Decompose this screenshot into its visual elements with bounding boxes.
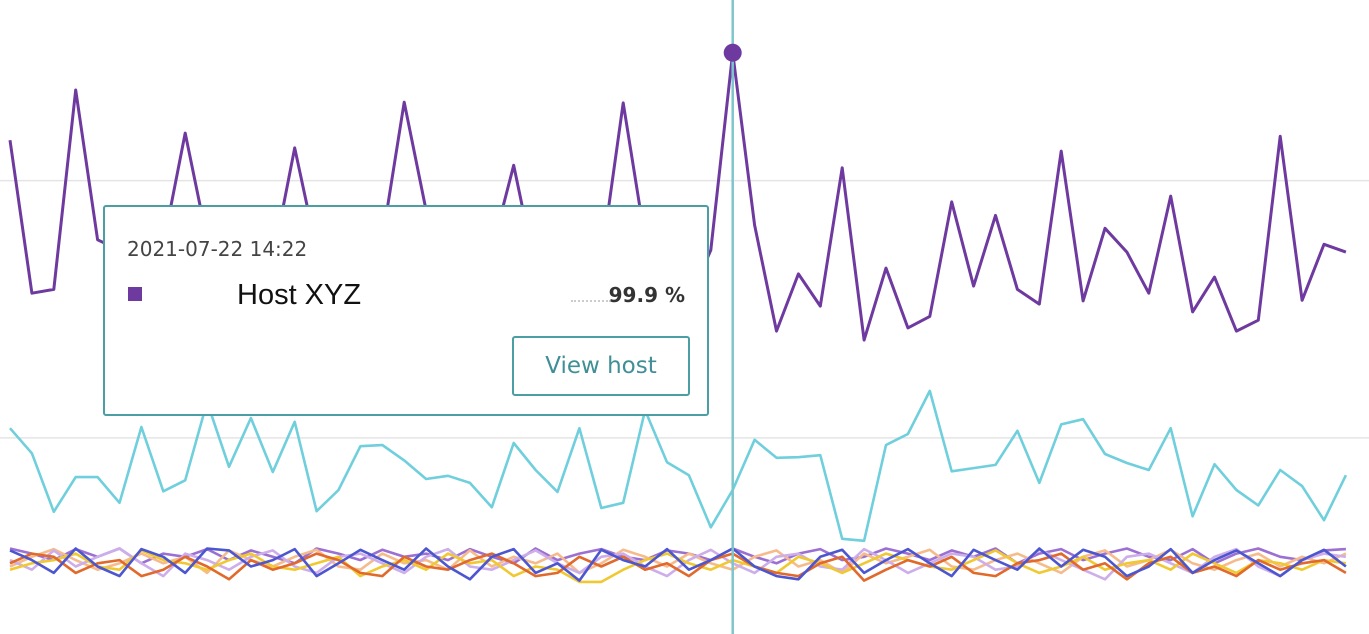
tooltip: 2021-07-22 14:22 Host XYZ 99.9 % View ho…	[103, 205, 709, 416]
series-swatch	[128, 287, 142, 301]
series-line	[9, 547, 1347, 582]
leader-dots	[571, 300, 611, 302]
series-name: Host XYZ	[237, 279, 362, 311]
series-line	[9, 547, 1347, 581]
series-line	[9, 552, 1347, 582]
tooltip-date: 2021-07-22 14:22	[127, 237, 308, 261]
tooltip-value: 99.9 %	[608, 283, 685, 307]
view-host-button[interactable]: View host	[512, 336, 690, 396]
series-line	[9, 389, 1348, 543]
hover-point	[723, 43, 742, 62]
